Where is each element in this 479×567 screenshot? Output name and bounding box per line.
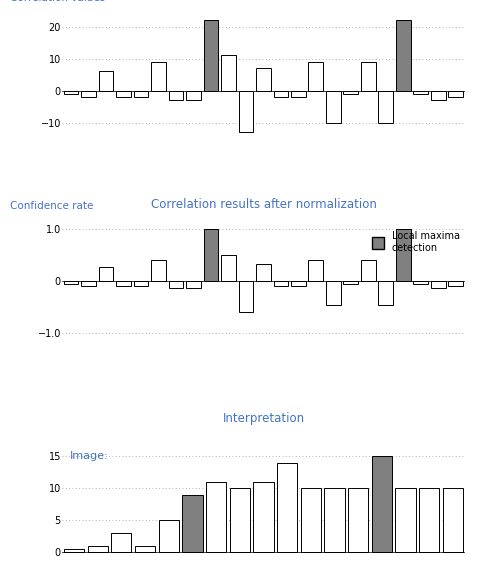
Bar bbox=[81, 281, 96, 286]
Bar bbox=[291, 281, 306, 286]
Bar bbox=[395, 488, 415, 552]
Bar bbox=[308, 260, 323, 281]
Bar bbox=[419, 488, 439, 552]
Bar bbox=[431, 281, 446, 289]
Bar bbox=[443, 488, 463, 552]
Bar bbox=[372, 456, 392, 552]
Bar bbox=[326, 281, 341, 304]
Bar bbox=[448, 91, 463, 97]
Bar bbox=[256, 264, 271, 281]
Text: Confidence rate: Confidence rate bbox=[10, 201, 93, 211]
Bar bbox=[221, 255, 236, 281]
Bar bbox=[116, 91, 131, 97]
Bar bbox=[448, 281, 463, 286]
Bar bbox=[186, 91, 201, 100]
Bar bbox=[348, 488, 368, 552]
Text: Correlation results before normalization: Correlation results before normalization bbox=[146, 0, 381, 3]
Bar bbox=[274, 91, 288, 97]
Bar bbox=[239, 91, 253, 132]
Bar bbox=[206, 482, 226, 552]
Bar bbox=[343, 91, 358, 94]
Bar bbox=[204, 20, 218, 91]
Legend: Local maxima
detection: Local maxima detection bbox=[368, 227, 464, 257]
Bar bbox=[116, 281, 131, 286]
Bar bbox=[361, 260, 376, 281]
Bar bbox=[308, 62, 323, 91]
Bar bbox=[64, 281, 79, 284]
Bar bbox=[88, 546, 108, 552]
Bar bbox=[134, 281, 148, 286]
Text: Correlation values: Correlation values bbox=[10, 0, 105, 3]
Bar bbox=[159, 521, 179, 552]
Text: Interpretation: Interpretation bbox=[222, 412, 305, 425]
Bar bbox=[221, 56, 236, 91]
Bar bbox=[169, 281, 183, 289]
Bar bbox=[81, 91, 96, 97]
Bar bbox=[99, 267, 114, 281]
Bar bbox=[343, 281, 358, 284]
Bar bbox=[64, 91, 79, 94]
Bar bbox=[396, 20, 411, 91]
Bar bbox=[64, 549, 84, 552]
Bar bbox=[253, 482, 274, 552]
Bar bbox=[99, 71, 114, 91]
Bar bbox=[151, 62, 166, 91]
Bar bbox=[361, 62, 376, 91]
Bar bbox=[239, 281, 253, 312]
Bar bbox=[134, 91, 148, 97]
Bar bbox=[151, 260, 166, 281]
Bar bbox=[182, 495, 203, 552]
Bar bbox=[301, 488, 321, 552]
Text: Correlation results after normalization: Correlation results after normalization bbox=[150, 198, 376, 211]
Bar bbox=[396, 229, 411, 281]
Bar bbox=[413, 91, 428, 94]
Text: Image:: Image: bbox=[70, 451, 109, 462]
Bar bbox=[230, 488, 250, 552]
Bar bbox=[277, 463, 297, 552]
Bar bbox=[431, 91, 446, 100]
Bar bbox=[378, 91, 393, 122]
Bar bbox=[186, 281, 201, 289]
Bar bbox=[204, 229, 218, 281]
Bar bbox=[169, 91, 183, 100]
Bar bbox=[413, 281, 428, 284]
Bar bbox=[291, 91, 306, 97]
Bar bbox=[256, 68, 271, 91]
Bar bbox=[326, 91, 341, 122]
Bar bbox=[112, 533, 132, 552]
Bar bbox=[274, 281, 288, 286]
Bar bbox=[378, 281, 393, 304]
Bar bbox=[324, 488, 344, 552]
Bar bbox=[135, 546, 155, 552]
